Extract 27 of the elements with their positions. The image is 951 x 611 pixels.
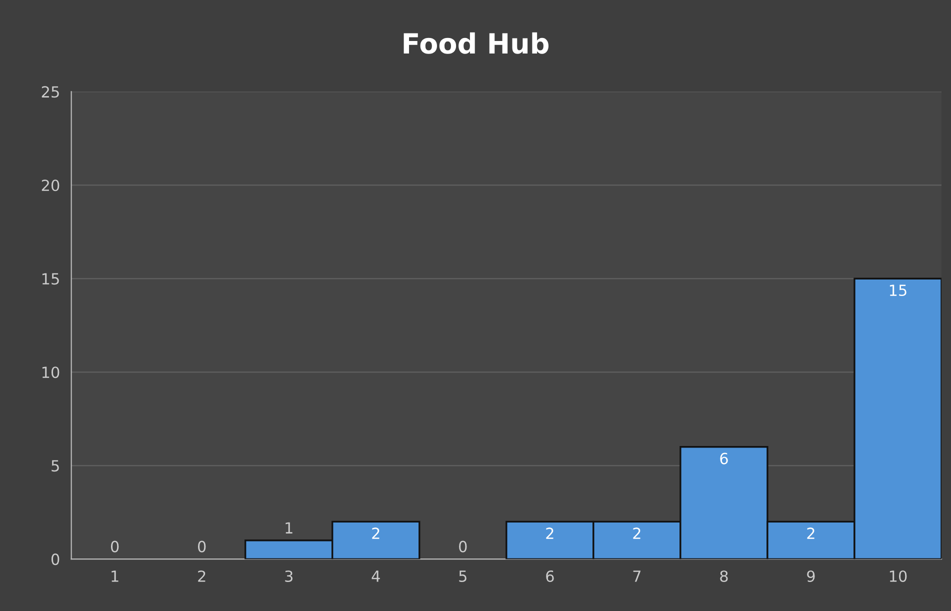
data-label: 2 bbox=[633, 528, 640, 539]
x-tick-label: 5 bbox=[459, 570, 466, 582]
y-tick-label: 0 bbox=[52, 554, 60, 566]
data-label: 1 bbox=[286, 522, 292, 534]
x-tick-label: 3 bbox=[285, 570, 292, 582]
y-tick-label: 25 bbox=[42, 86, 59, 98]
x-tick-label: 6 bbox=[546, 570, 554, 582]
x-tick-label: 9 bbox=[807, 570, 815, 582]
x-tick-label: 4 bbox=[372, 570, 380, 582]
data-label: 2 bbox=[546, 528, 554, 539]
data-label: 15 bbox=[890, 284, 906, 296]
y-tick-label: 20 bbox=[42, 180, 60, 192]
data-label: 0 bbox=[198, 540, 206, 552]
y-tick-label: 15 bbox=[42, 273, 59, 285]
chart-title: Food Hub bbox=[404, 32, 548, 54]
x-tick-label: 1 bbox=[112, 570, 118, 582]
data-label: 2 bbox=[807, 528, 814, 539]
y-tick-label: 5 bbox=[52, 460, 59, 472]
x-tick-label: 7 bbox=[633, 570, 640, 582]
data-label: 0 bbox=[110, 540, 119, 552]
x-tick-label: 10 bbox=[890, 570, 907, 582]
data-label: 0 bbox=[459, 540, 467, 552]
y-tick-label: 10 bbox=[42, 366, 60, 378]
x-tick-label: 8 bbox=[720, 570, 728, 582]
x-tick-label: 2 bbox=[198, 570, 206, 582]
data-label: 6 bbox=[720, 452, 728, 464]
data-label: 2 bbox=[372, 528, 380, 539]
